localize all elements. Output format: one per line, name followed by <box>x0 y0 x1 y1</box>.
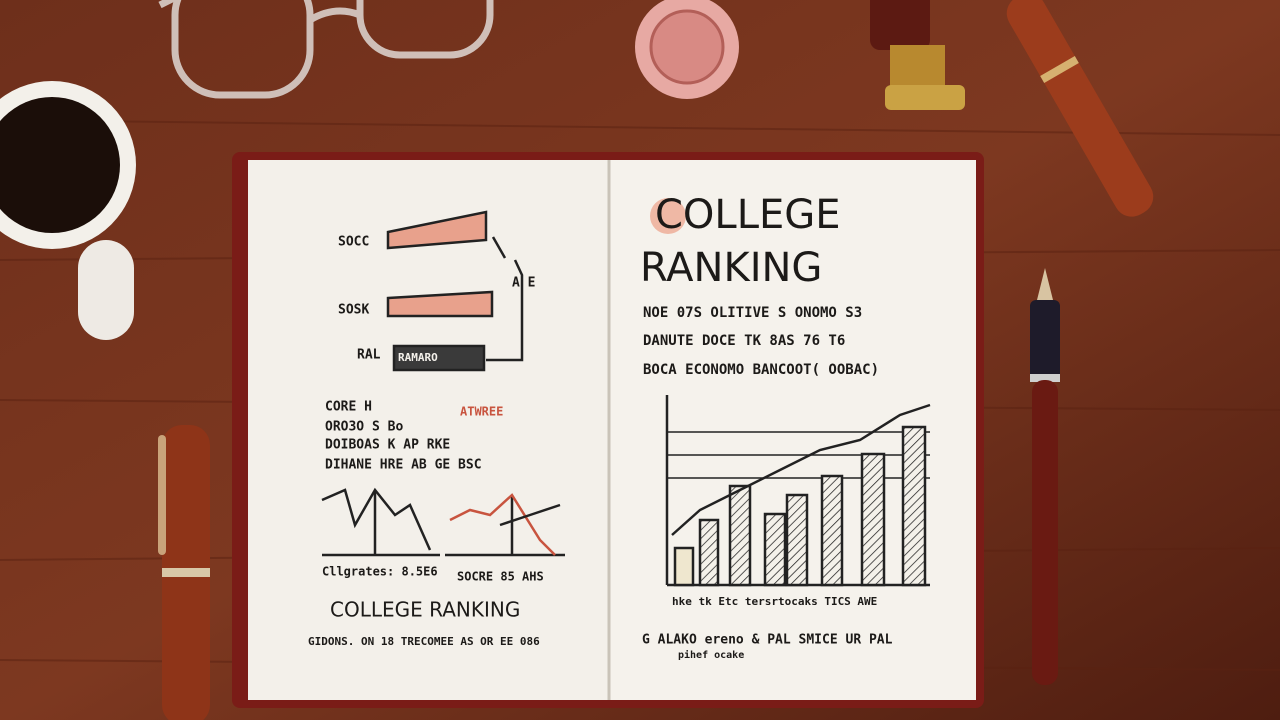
note: ORO3O S Bo <box>325 420 403 435</box>
note: DIHANE HRE AB GE BSC <box>325 458 482 473</box>
chart-caption: hke tk Etc tersrtocaks TICS AWE <box>672 595 877 608</box>
stamp <box>870 0 965 110</box>
wax-seal <box>635 0 739 99</box>
bar-label: SOSK <box>338 303 369 318</box>
bar-sketch <box>386 210 524 372</box>
text-line: NOE 07S OLITIVE S ONOMO S3 <box>643 305 862 321</box>
coffee-cup <box>0 81 136 340</box>
fountain-pen <box>1030 268 1060 685</box>
left-page <box>248 160 610 700</box>
note: CORE H <box>325 400 372 415</box>
text-line: DANUTE DOCE TK 8AS 76 T6 <box>643 333 845 349</box>
title: COLLEGE <box>655 192 841 238</box>
pen <box>158 425 210 720</box>
bar-label: SOCC <box>338 235 369 250</box>
glasses <box>158 0 494 99</box>
graph-caption: SOCRE 85 AHS <box>457 570 544 584</box>
footer: pihef ocake <box>678 649 744 661</box>
bar-chart-sketch <box>665 395 931 587</box>
footer: G ALAKO ereno & PAL SMICE UR PAL <box>642 633 893 648</box>
left-title: COLLEGE RANKING <box>330 598 520 622</box>
note: DOIBOAS K AP RKE <box>325 438 450 453</box>
red-note: ATWREE <box>460 405 503 419</box>
left-footer: GIDONS. ON 18 TRECOMEE AS OR EE 086 <box>308 635 540 648</box>
title: RANKING <box>640 245 822 291</box>
bar-label: RAL <box>357 348 381 363</box>
graph-caption: Cllgrates: 8.5E6 <box>322 565 438 579</box>
line-graph-sketch <box>321 487 565 557</box>
title-highlight <box>650 198 686 234</box>
pen <box>1006 0 1154 217</box>
side-note: A E <box>512 276 535 291</box>
text-line: BOCA ECONOMO BANCOOT( OOBAC) <box>643 362 879 378</box>
bar-note: RAMARO <box>398 351 438 364</box>
